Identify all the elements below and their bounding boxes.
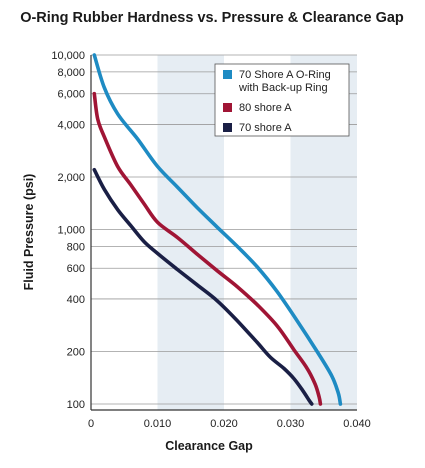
- series-lines: [92, 53, 343, 406]
- series-line-1: [92, 53, 343, 406]
- x-tick-label: 0.020: [210, 418, 238, 430]
- y-axis-label: Fluid Pressure (psi): [22, 174, 36, 291]
- legend-label: 80 shore A: [239, 102, 292, 114]
- y-tick-label: 600: [67, 263, 85, 275]
- x-tick-label: 0: [88, 418, 94, 430]
- legend-label: with Back-up Ring: [238, 82, 328, 94]
- x-axis-label: Clearance Gap: [165, 439, 253, 453]
- legend-label: 70 Shore A O-Ring: [239, 69, 331, 81]
- shaded-band: [157, 55, 224, 410]
- series-line-2: [92, 91, 323, 406]
- y-tick-label: 400: [67, 294, 85, 306]
- y-tick-label: 1,000: [57, 225, 85, 237]
- y-tick-label: 8,000: [57, 67, 85, 79]
- y-tick-label: 10,000: [51, 50, 85, 62]
- y-tick-label: 6,000: [57, 89, 85, 101]
- series-line-3: [92, 167, 314, 406]
- y-tick-label: 100: [67, 399, 85, 411]
- legend-box: [214, 63, 350, 137]
- x-tick-label: 0.040: [343, 418, 371, 430]
- y-tick-label: 2,000: [57, 172, 85, 184]
- chart-title: O-Ring Rubber Hardness vs. Pressure & Cl…: [20, 10, 404, 26]
- x-tick-label: 0.030: [277, 418, 305, 430]
- legend-swatch: [223, 70, 232, 79]
- axes: 100 200 400 600 800 1,000 2,000 4,000 6,000 8,000…: [51, 50, 370, 430]
- legend-swatch: [223, 103, 232, 112]
- y-tick-label: 4,000: [57, 119, 85, 131]
- y-tick-label: 200: [67, 346, 85, 358]
- legend-swatch: [223, 123, 232, 132]
- x-tick-label: 0.010: [144, 418, 172, 430]
- legend-label: 70 shore A: [239, 122, 292, 134]
- y-tick-label: 800: [67, 241, 85, 253]
